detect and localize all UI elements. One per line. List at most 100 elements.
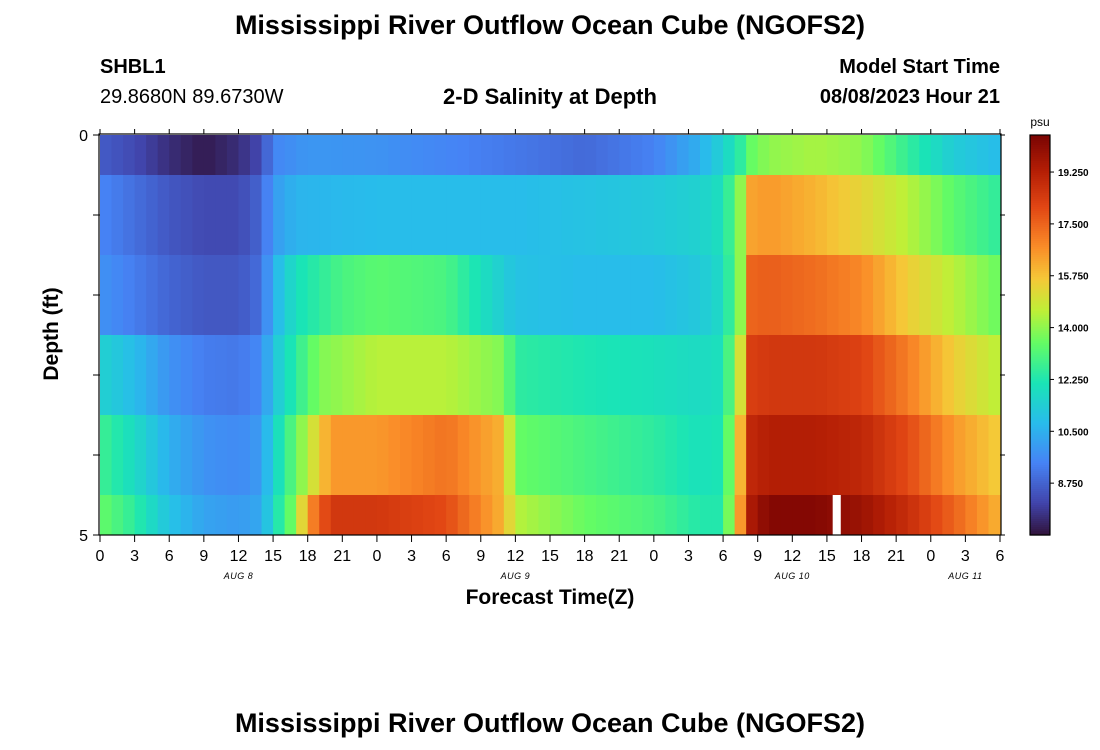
heatmap-cell: [180, 175, 193, 255]
colorbar-segment: [1030, 241, 1050, 244]
heatmap-cell: [757, 175, 770, 255]
heatmap-cell: [111, 335, 124, 415]
colorbar-segment: [1030, 523, 1050, 526]
heatmap-cell: [284, 175, 297, 255]
heatmap-cell: [826, 415, 840, 495]
heatmap-cell: [780, 335, 793, 415]
heatmap-cell: [734, 415, 747, 495]
heatmap-cell: [630, 135, 643, 175]
colorbar-segment: [1030, 247, 1050, 250]
colorbar-segment: [1030, 475, 1050, 478]
heatmap-cell: [388, 135, 401, 175]
colorbar-segment: [1030, 213, 1050, 216]
heatmap-cell: [457, 175, 470, 255]
heatmap-cell: [446, 415, 459, 495]
heatmap-cell: [550, 495, 563, 535]
x-tick-label: 18: [576, 548, 594, 565]
heatmap-cell: [769, 135, 782, 175]
colorbar-segment: [1030, 497, 1050, 500]
heatmap-cell: [734, 135, 747, 175]
heatmap-cell: [192, 335, 205, 415]
heatmap-cell: [700, 255, 713, 335]
heatmap-cell: [838, 415, 851, 495]
heatmap-cell: [930, 255, 943, 335]
heatmap-cell: [457, 135, 470, 175]
heatmap-cell: [561, 255, 574, 335]
heatmap-cell: [319, 335, 332, 415]
salinity-heatmap-chart: 0 3 6 9 12 15 18 21 0 3 6 9 12 15 18 21 0 3 6 9 12 15 18 21 0 3 6 A…: [40, 115, 1089, 609]
colorbar-segment: [1030, 321, 1050, 324]
heatmap-cell: [457, 415, 470, 495]
heatmap-cell: [734, 495, 747, 535]
x-tick-label: 21: [887, 548, 905, 565]
heatmap-cell: [953, 175, 966, 255]
colorbar-segment: [1030, 327, 1050, 330]
heatmap-cell: [930, 495, 943, 535]
heatmap-cell: [619, 335, 632, 415]
heatmap-cell: [411, 255, 424, 335]
colorbar-segment: [1030, 417, 1050, 420]
colorbar-segment: [1030, 147, 1050, 150]
heatmap-cell: [261, 255, 274, 335]
heatmap-cell: [907, 175, 920, 255]
heatmap-cell: [492, 335, 505, 415]
heatmap-cell: [134, 495, 147, 535]
heatmap-cell: [873, 135, 886, 175]
colorbar-segment: [1030, 353, 1050, 356]
heatmap-cell: [723, 335, 736, 415]
heatmap-cell: [561, 495, 574, 535]
heatmap-cell: [157, 135, 170, 175]
colorbar-segment: [1030, 491, 1050, 494]
colorbar-segment: [1030, 399, 1050, 402]
heatmap-cell: [169, 175, 182, 255]
colorbar-segment: [1030, 389, 1050, 392]
heatmap-cell: [607, 135, 620, 175]
colorbar-segment: [1030, 283, 1050, 286]
colorbar-segment: [1030, 173, 1050, 176]
heatmap-cell: [688, 495, 701, 535]
colorbar-segment: [1030, 303, 1050, 306]
x-tick-label: 21: [610, 548, 628, 565]
colorbar-segment: [1030, 407, 1050, 410]
colorbar-segment: [1030, 507, 1050, 510]
heatmap-cell: [503, 415, 516, 495]
heatmap-cell: [353, 175, 366, 255]
heatmap-cell: [319, 415, 332, 495]
heatmap-cell: [203, 175, 216, 255]
heatmap-cell: [457, 335, 470, 415]
heatmap-cell: [676, 335, 690, 415]
heatmap-cell: [665, 255, 678, 335]
heatmap-cell: [400, 335, 413, 415]
heatmap-cell: [780, 135, 793, 175]
heatmap-cell: [596, 175, 609, 255]
heatmap-cell: [330, 415, 343, 495]
heatmap-cell: [676, 415, 690, 495]
heatmap-cell: [573, 255, 586, 335]
heatmap-cell: [526, 335, 540, 415]
heatmap-cell: [330, 255, 343, 335]
colorbar-segment: [1030, 277, 1050, 280]
heatmap-cell: [203, 335, 216, 415]
x-axis-label: Forecast Time(Z): [466, 586, 635, 609]
colorbar-segment: [1030, 457, 1050, 460]
x-tick-label: 3: [684, 548, 693, 565]
x-tick-label: 15: [264, 548, 282, 565]
x-tick-label: 0: [926, 548, 935, 565]
heatmap-cell: [434, 255, 447, 335]
colorbar-segment: [1030, 345, 1050, 348]
heatmap-cell: [180, 335, 193, 415]
colorbar-segment: [1030, 197, 1050, 200]
y-axis-label: Depth (ft): [40, 287, 63, 380]
colorbar-segment: [1030, 145, 1050, 148]
heatmap-cell: [492, 135, 505, 175]
colorbar-segment: [1030, 243, 1050, 246]
heatmap-cell: [838, 255, 851, 335]
colorbar-segment: [1030, 531, 1050, 534]
station-coordinates: 29.8680N 89.6730W: [100, 86, 284, 108]
heatmap-cell: [838, 135, 851, 175]
colorbar-segment: [1030, 139, 1050, 142]
heatmap-cell: [526, 415, 540, 495]
colorbar-segment: [1030, 443, 1050, 446]
colorbar-segment: [1030, 305, 1050, 308]
colorbar-segment: [1030, 323, 1050, 326]
